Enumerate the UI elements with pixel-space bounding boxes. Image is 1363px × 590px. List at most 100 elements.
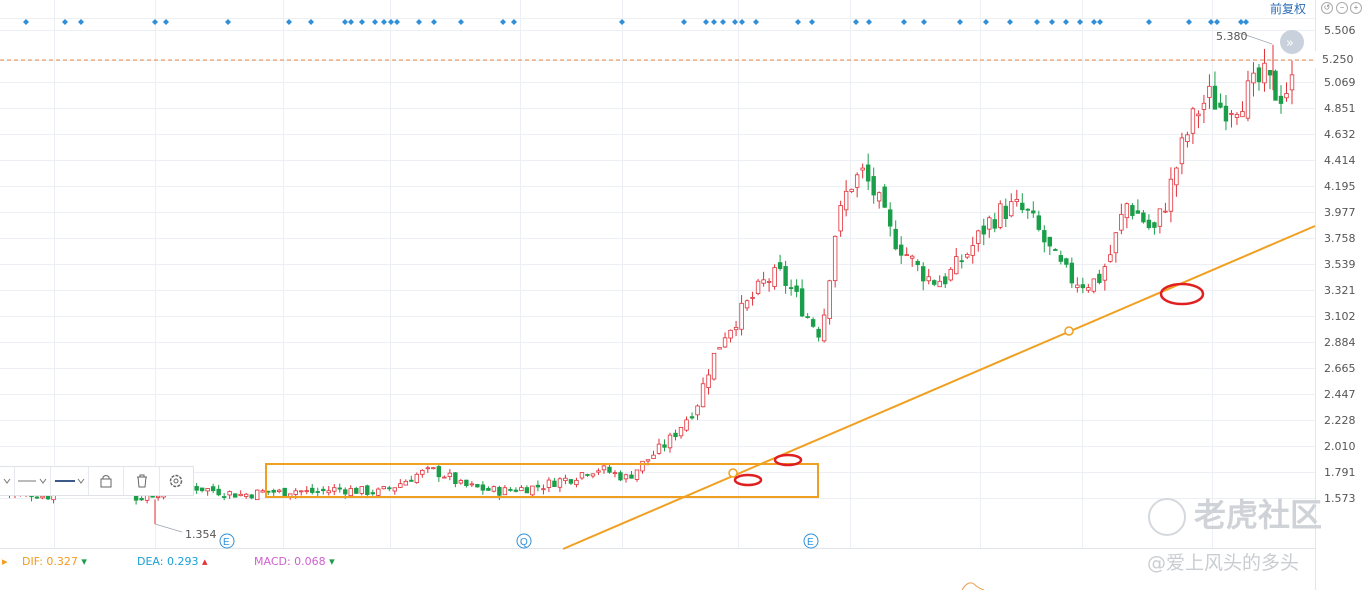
event-dot [388,19,394,25]
zoom-in-icon[interactable]: + [1350,2,1362,14]
event-dot [1049,19,1055,25]
candle-body [744,300,750,309]
candle-body [480,484,486,491]
candle-body [898,244,904,256]
candle-body [618,472,623,481]
indicator-arrow-icon: ▸ [2,555,8,568]
event-dot [921,19,927,25]
candle-body [326,490,331,494]
candle-body [865,164,871,182]
candle-body [541,488,546,491]
candle-body [904,254,909,257]
y-tick-label: 2.884 [1324,336,1356,349]
candle-body [843,190,849,211]
candle-body [1185,134,1190,143]
candle-body [464,479,469,486]
zoom-out-icon[interactable]: − [1336,2,1348,14]
candle-body [1053,249,1058,251]
candle-body [656,443,662,454]
candle-body [34,496,40,499]
settings-icon[interactable] [160,467,193,495]
y-tick-label: 2.228 [1324,414,1356,427]
candle-body [392,487,398,492]
drawing-toolbar [0,466,194,496]
double-chevron-icon: » [1286,36,1294,51]
event-dot [342,19,348,25]
candle-body [1234,113,1240,118]
candle-body [243,493,249,497]
candle-body [921,266,926,282]
candle-body [398,483,403,488]
candle-body [249,494,254,499]
candle-body [321,488,326,492]
macd-label: MACD: 0.068 ▾ [254,555,335,568]
dif-value: DIF: 0.327 [22,555,78,568]
lock-icon[interactable] [89,467,125,495]
candle-body [612,472,618,475]
candle-body [568,479,574,484]
candle-body [695,405,700,416]
event-marker-3[interactable]: E [803,533,819,549]
y-tick-label: 5.506 [1324,24,1356,37]
event-dot [901,19,907,25]
event-marker-1[interactable]: E [219,533,235,549]
candle-body [733,327,739,331]
candle-body [552,480,557,487]
watermark-brand: 老虎社区 [1148,490,1322,536]
adjust-mode-button[interactable]: 前复权 [1270,2,1307,16]
candle-body [871,176,876,196]
event-dot [866,19,872,25]
candle-body [199,487,205,492]
candle-body [821,314,827,342]
event-dot [1091,19,1097,25]
candle-body [436,466,442,478]
event-dot [1077,19,1083,25]
candle-body [348,488,353,497]
candle-body [629,474,634,479]
candle-body [254,489,260,501]
candle-body [221,496,227,498]
event-marker-2[interactable]: Q [516,533,532,549]
candle-body [1262,62,1267,84]
y-tick-label: 4.195 [1324,180,1356,193]
y-tick-label: 1.791 [1324,466,1356,479]
candle-body [948,268,953,281]
event-dot [308,19,314,25]
candle-body [1102,266,1108,281]
restore-icon[interactable]: ↺ [1321,2,1333,14]
candle-body [1036,215,1042,230]
candle-body [508,489,513,491]
candle-body [667,434,673,449]
candle-body [585,474,590,476]
line-width-icon[interactable] [51,467,90,495]
y-tick-label: 4.851 [1324,102,1356,115]
event-dot [983,19,989,25]
candle-body [1201,102,1207,110]
candle-body [700,383,706,408]
candle-body [854,174,860,188]
support-touch-2 [773,453,803,467]
candle-body [332,487,337,492]
candle-body [442,476,447,479]
delete-icon[interactable] [124,467,160,495]
event-dot [163,19,169,25]
trendline-anchor [1064,326,1074,336]
dea-value: DEA: 0.293 [137,555,199,568]
support-touch-3 [1159,282,1205,306]
candle-body [194,486,199,491]
candle-body [343,489,348,495]
candle-body [1135,210,1141,214]
event-dot [372,19,378,25]
candle-body [315,491,320,493]
candle-body [1163,210,1168,213]
candle-body [788,287,794,289]
toolbar-edge [0,467,15,495]
expand-button[interactable]: » [1280,30,1304,54]
line-style-icon[interactable] [15,467,51,495]
event-dot [286,19,292,25]
candle-body [1152,222,1157,228]
event-dot [152,19,158,25]
candle-body [502,487,508,496]
candle-body [304,490,309,492]
